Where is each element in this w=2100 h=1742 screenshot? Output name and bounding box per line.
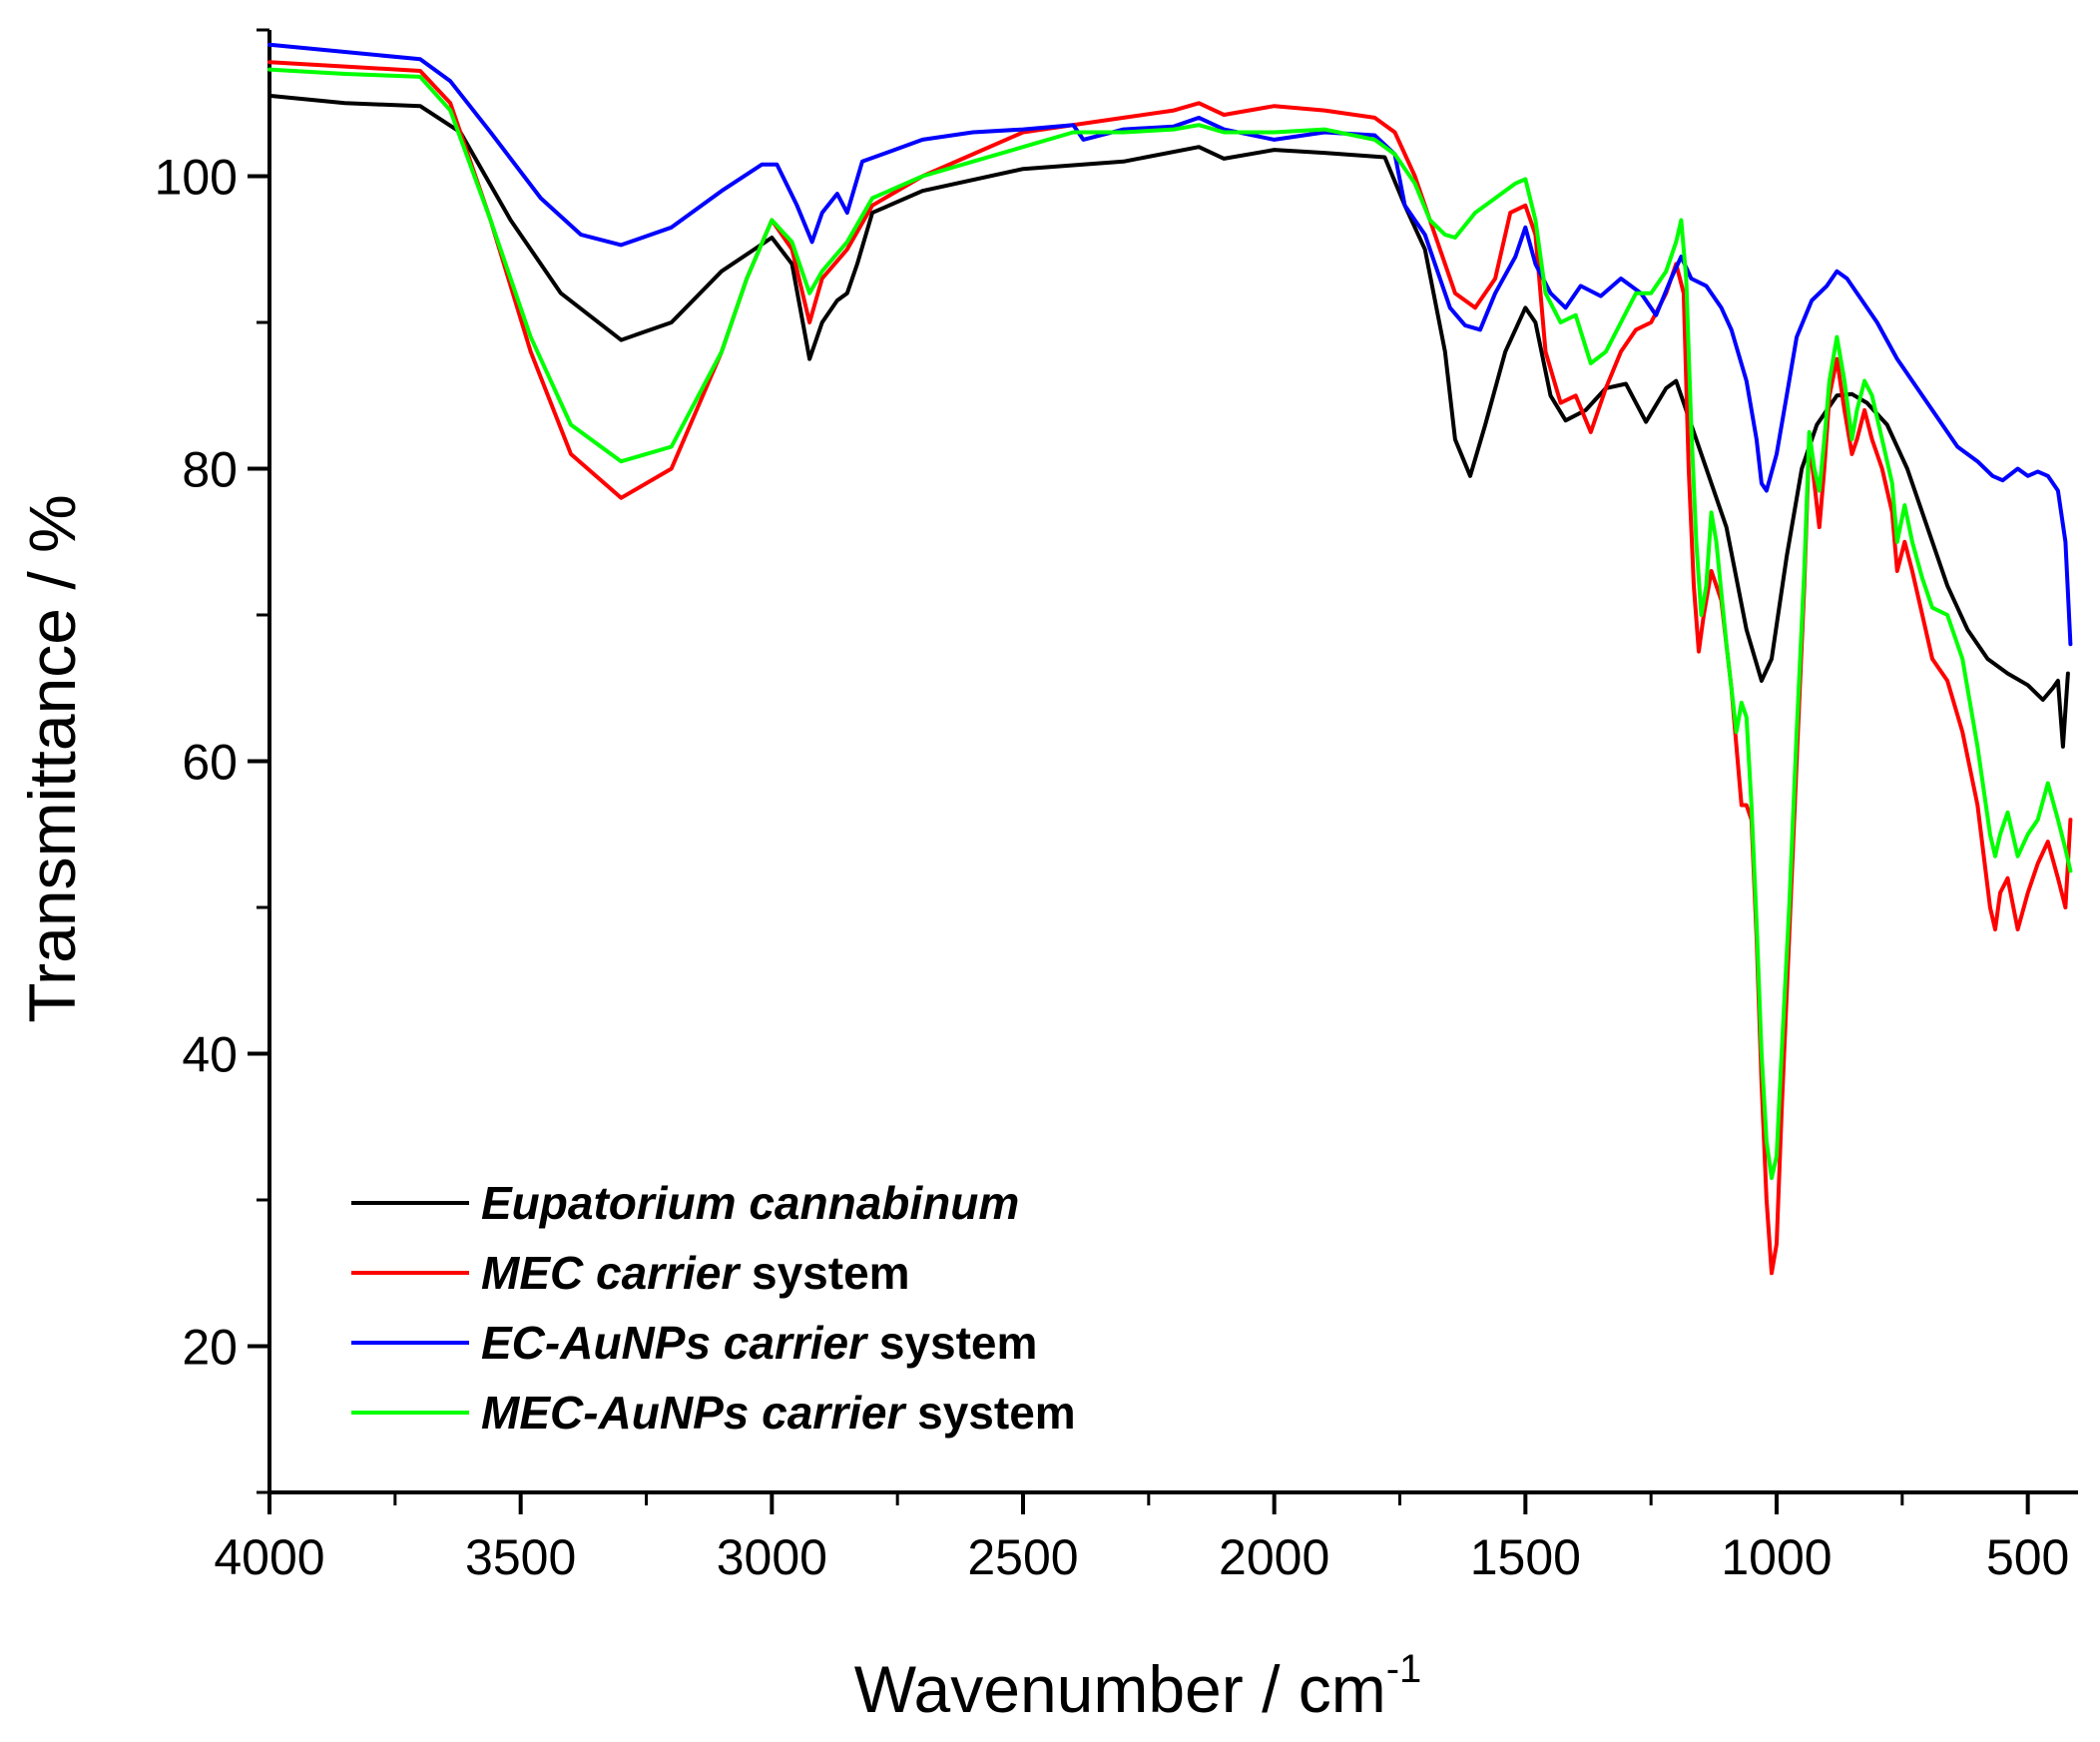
x-tick-label: 2000 xyxy=(1219,1529,1329,1585)
x-tick-label: 3500 xyxy=(465,1529,576,1585)
x-axis-title-main: Wavenumber / cm xyxy=(854,1652,1386,1726)
x-axis-title-superscript: -1 xyxy=(1386,1647,1422,1691)
legend-label: Eupatorium cannabinum xyxy=(481,1177,1019,1229)
y-axis-title: Transmittance / % xyxy=(15,494,89,1022)
legend-label: EC-AuNPs carrier system xyxy=(481,1317,1037,1369)
x-tick-label: 1500 xyxy=(1470,1529,1581,1585)
x-tick-label: 3000 xyxy=(717,1529,827,1585)
legend-label: MEC-AuNPs carrier system xyxy=(481,1387,1076,1439)
legend-label-part: MEC-AuNPs carrier xyxy=(481,1387,906,1439)
y-tick-label: 40 xyxy=(182,1027,238,1083)
legend-label-part: Eupatorium cannabinum xyxy=(481,1177,1019,1229)
x-tick-label: 500 xyxy=(1986,1529,2069,1585)
series-line-ec-aunps-carrier-system xyxy=(267,42,2073,647)
legend-label: MEC carrier system xyxy=(481,1247,910,1299)
y-tick-label: 100 xyxy=(155,150,238,206)
legend-label-part: system xyxy=(866,1317,1037,1369)
series-line-mec-aunps-carrier-system xyxy=(267,67,2073,1180)
x-tick-label: 4000 xyxy=(214,1529,324,1585)
x-tick-label: 2500 xyxy=(967,1529,1078,1585)
legend-label-part: MEC carrier xyxy=(481,1247,741,1299)
x-tick-label: 1000 xyxy=(1721,1529,1832,1585)
legend-label-part: system xyxy=(904,1387,1075,1439)
y-tick-label: 20 xyxy=(182,1320,238,1376)
x-axis-title: Wavenumber / cm-1 xyxy=(854,1647,1422,1726)
legend-label-part: EC-AuNPs carrier xyxy=(481,1317,868,1369)
y-tick-label: 60 xyxy=(182,735,238,791)
y-ticks: 20 40 60 80 100 xyxy=(155,28,269,1494)
legend-label-part: system xyxy=(739,1247,909,1299)
y-tick-label: 80 xyxy=(182,442,238,498)
series-line-mec-carrier-system xyxy=(267,60,2073,1276)
series-layer xyxy=(267,42,2073,1276)
x-ticks: 4000 3500 3000 2500 2000 1500 1000 500 xyxy=(214,1492,2069,1585)
series-line-eupatorium-cannabinum xyxy=(267,93,2070,749)
